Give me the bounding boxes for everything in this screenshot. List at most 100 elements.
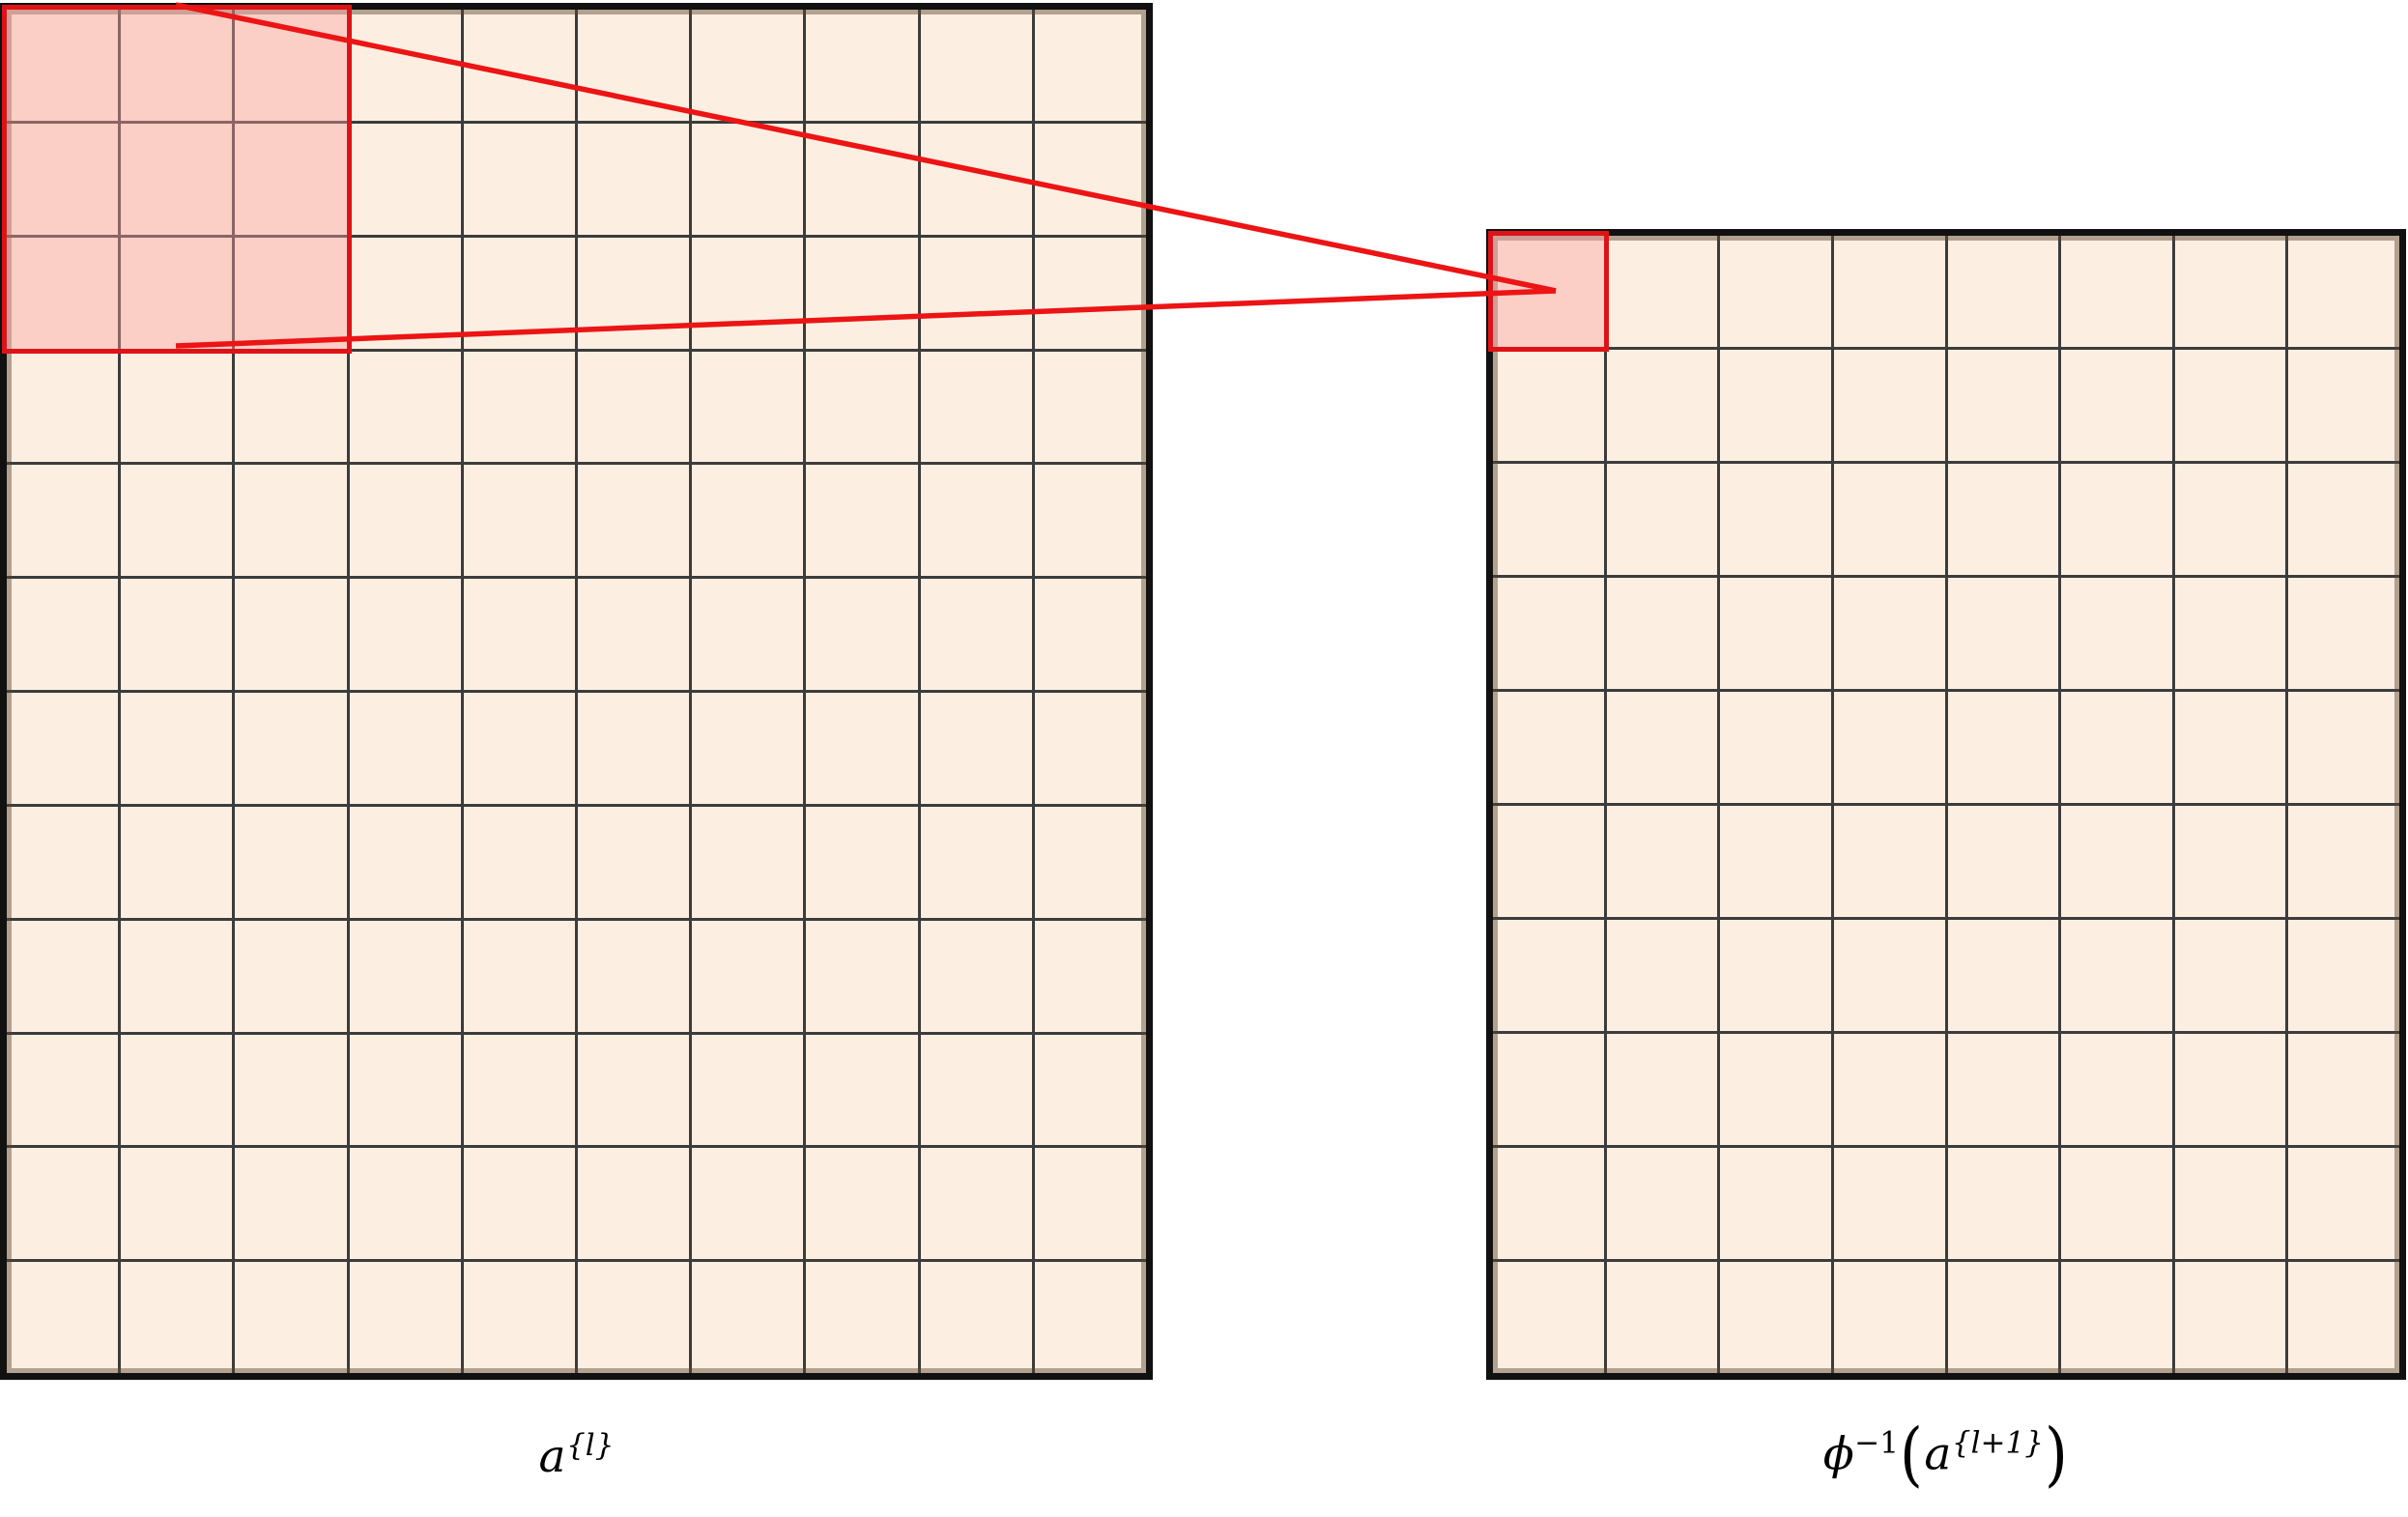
grid-cell bbox=[1833, 692, 1945, 803]
grid-cell bbox=[1833, 1262, 1945, 1373]
grid-cell bbox=[577, 1148, 690, 1260]
grid-cell bbox=[2061, 1034, 2172, 1145]
grid-cell bbox=[121, 1034, 233, 1146]
grid-cell bbox=[2061, 350, 2172, 461]
grid-cell bbox=[349, 351, 461, 463]
grid-cell bbox=[692, 465, 804, 577]
grid-cell bbox=[1720, 806, 1831, 917]
grid-cell bbox=[1606, 692, 1718, 803]
grid-cell bbox=[349, 693, 461, 804]
grid-cell bbox=[235, 920, 347, 1032]
grid-cell bbox=[2174, 350, 2286, 461]
activation-grid-left bbox=[0, 3, 1153, 1380]
grid-cell bbox=[1493, 1148, 1604, 1259]
grid-cell bbox=[349, 465, 461, 577]
grid-cell bbox=[235, 123, 347, 235]
grid-cell bbox=[349, 123, 461, 235]
grid-cell bbox=[577, 351, 690, 463]
grid-cell bbox=[577, 465, 690, 577]
grid-cell bbox=[692, 10, 804, 121]
grid-cell bbox=[1493, 1034, 1604, 1145]
grid-cell bbox=[121, 920, 233, 1032]
grid-cell bbox=[463, 920, 575, 1032]
grid-cell bbox=[7, 693, 119, 804]
grid-cell bbox=[692, 806, 804, 918]
grid-cell bbox=[806, 1262, 918, 1373]
grid-cell bbox=[920, 123, 1032, 235]
grid-cell bbox=[2061, 920, 2172, 1031]
grid-cell bbox=[235, 1148, 347, 1260]
label-right-superscript: {l+1} bbox=[1951, 1425, 2044, 1461]
grid-cell bbox=[692, 351, 804, 463]
label-left-superscript: {l} bbox=[566, 1428, 615, 1463]
grid-cell bbox=[2061, 1148, 2172, 1259]
grid-cell bbox=[1947, 236, 2059, 347]
grid-cell bbox=[1493, 578, 1604, 689]
grid-cell bbox=[806, 351, 918, 463]
grid-cell bbox=[692, 1148, 804, 1260]
grid-cell bbox=[1493, 1262, 1604, 1373]
grid-cell bbox=[121, 1148, 233, 1260]
grid-cell bbox=[7, 1262, 119, 1373]
grid-cell bbox=[7, 1148, 119, 1260]
grid-cell bbox=[1034, 123, 1146, 235]
grid-cell bbox=[2174, 1034, 2286, 1145]
grid-cell bbox=[2174, 920, 2286, 1031]
grid-cell bbox=[121, 237, 233, 349]
grid-cell bbox=[1947, 692, 2059, 803]
grid-cell bbox=[235, 579, 347, 690]
grid-cell bbox=[577, 237, 690, 349]
grid-cell bbox=[7, 579, 119, 690]
grid-cell bbox=[692, 1034, 804, 1146]
grid-cell bbox=[2061, 1262, 2172, 1373]
grid-cell bbox=[1606, 806, 1718, 917]
grid-cell bbox=[1034, 579, 1146, 690]
grid-cell bbox=[692, 1262, 804, 1373]
grid-cell bbox=[920, 920, 1032, 1032]
grid-cell bbox=[920, 351, 1032, 463]
grid-cell bbox=[920, 806, 1032, 918]
grid-cell bbox=[1606, 464, 1718, 575]
grid-cell bbox=[2288, 1034, 2399, 1145]
grid-cell bbox=[463, 10, 575, 121]
grid-cell bbox=[235, 1034, 347, 1146]
grid-cell bbox=[1833, 350, 1945, 461]
grid-cell bbox=[349, 10, 461, 121]
grid-cell bbox=[806, 1034, 918, 1146]
grid-cell bbox=[235, 806, 347, 918]
grid-cell bbox=[2288, 578, 2399, 689]
grid-cell bbox=[235, 1262, 347, 1373]
grid-cell bbox=[577, 920, 690, 1032]
label-left-grid: a{l} bbox=[0, 1428, 1153, 1483]
grid-cell bbox=[1833, 806, 1945, 917]
grid-cell bbox=[1720, 350, 1831, 461]
grid-cell bbox=[463, 237, 575, 349]
grid-cell bbox=[349, 920, 461, 1032]
grid-cell bbox=[692, 123, 804, 235]
grid-cell bbox=[2061, 464, 2172, 575]
grid-cell bbox=[2174, 236, 2286, 347]
grid-cell bbox=[1493, 692, 1604, 803]
grid-cell bbox=[2174, 1148, 2286, 1259]
grid-cell bbox=[1606, 578, 1718, 689]
grid-cell bbox=[2288, 692, 2399, 803]
grid-cell bbox=[920, 1034, 1032, 1146]
grid-cell bbox=[463, 579, 575, 690]
grid-cell bbox=[1034, 806, 1146, 918]
grid-cell bbox=[235, 465, 347, 577]
grid-cells-right bbox=[1493, 236, 2399, 1373]
grid-cell bbox=[1493, 236, 1604, 347]
grid-cell bbox=[463, 693, 575, 804]
grid-cell bbox=[121, 123, 233, 235]
grid-cell bbox=[7, 237, 119, 349]
grid-cell bbox=[121, 465, 233, 577]
grid-cell bbox=[2174, 578, 2286, 689]
grid-cell bbox=[920, 693, 1032, 804]
grid-cell bbox=[2288, 1148, 2399, 1259]
grid-cell bbox=[349, 1148, 461, 1260]
activation-grid-right bbox=[1486, 229, 2406, 1380]
grid-cell bbox=[1606, 1148, 1718, 1259]
grid-cell bbox=[1947, 578, 2059, 689]
grid-cell bbox=[235, 351, 347, 463]
